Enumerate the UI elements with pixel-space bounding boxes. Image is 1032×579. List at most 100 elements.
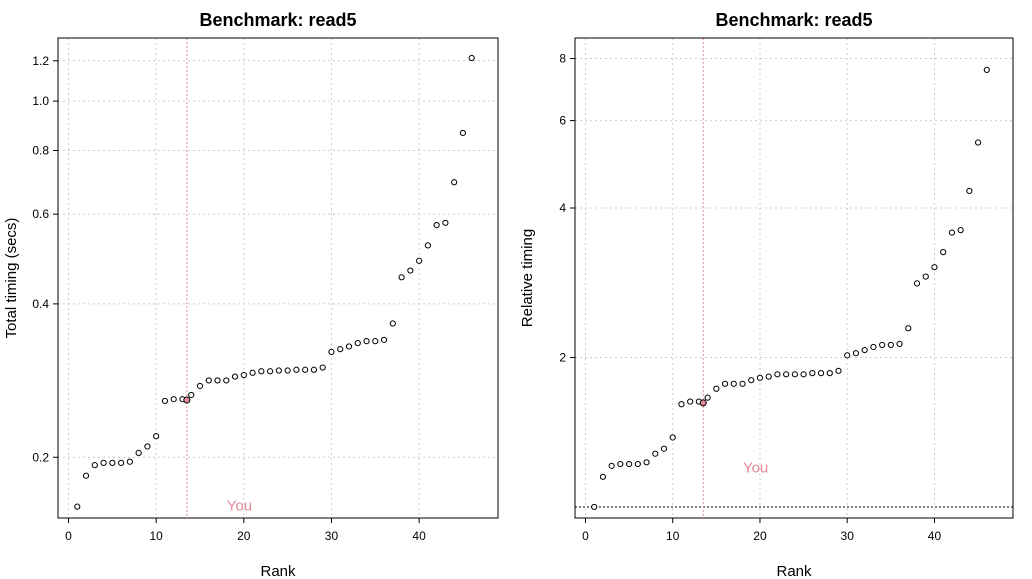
- data-point: [800, 371, 807, 378]
- data-point: [861, 346, 868, 354]
- data-point: [887, 341, 894, 349]
- data-point: [791, 371, 798, 378]
- x-axis-label: Rank: [260, 563, 296, 579]
- data-point: [205, 377, 212, 384]
- data-point: [643, 459, 650, 466]
- data-point: [940, 249, 947, 256]
- data-point: [249, 369, 256, 376]
- data-point: [756, 374, 764, 381]
- x-tick-label: 30: [325, 529, 339, 543]
- data-point: [599, 473, 607, 480]
- data-point: [380, 336, 388, 343]
- x-axis-label: Rank: [776, 563, 812, 579]
- data-point: [826, 370, 833, 377]
- data-point: [748, 377, 755, 384]
- x-tick-label: 20: [237, 529, 251, 543]
- data-point: [302, 366, 309, 373]
- data-point: [922, 273, 929, 280]
- x-tick-label: 10: [149, 529, 163, 543]
- data-point: [398, 274, 405, 281]
- data-point: [678, 401, 685, 408]
- data-point: [135, 449, 142, 456]
- data-point: [608, 462, 615, 469]
- y-tick-label: 8: [559, 52, 566, 66]
- x-tick-label: 0: [582, 529, 589, 543]
- x-tick-label: 40: [412, 529, 426, 543]
- data-point: [817, 370, 825, 377]
- panel-right: 0 10 20 30 40 2 4 6 8 You Benchmark: read5 Rank Rela…: [519, 10, 1014, 579]
- y-tick-label: 0.8: [32, 143, 49, 157]
- data-point: [170, 396, 177, 403]
- data-point: [660, 445, 668, 452]
- data-point: [931, 264, 938, 271]
- data-point: [870, 343, 877, 351]
- you-label: You: [743, 460, 768, 477]
- data-point: [126, 458, 133, 465]
- you-label: You: [227, 497, 252, 514]
- data-point: [634, 460, 641, 468]
- data-point: [214, 377, 221, 384]
- data-point: [319, 364, 326, 371]
- data-point: [948, 229, 956, 236]
- y-axis-label: Total timing (secs): [3, 218, 20, 339]
- data-point: [337, 346, 344, 353]
- data-point: [196, 382, 204, 390]
- data-point: [258, 368, 265, 375]
- plot-frame: [57, 37, 499, 519]
- data-point: [721, 380, 729, 387]
- data-point: [774, 371, 781, 378]
- data-point: [328, 348, 335, 355]
- data-point: [231, 373, 239, 380]
- data-point: [730, 380, 737, 387]
- data-point: [687, 398, 694, 405]
- y-tick-label: 1.0: [32, 94, 49, 108]
- data-point: [345, 343, 353, 350]
- data-point: [433, 222, 440, 229]
- you-point: [699, 399, 707, 407]
- data-point: [669, 434, 676, 441]
- data-point: [896, 340, 903, 347]
- y-tick-label: 6: [559, 114, 566, 128]
- data-point: [966, 187, 973, 195]
- data-point: [82, 472, 90, 479]
- data-point: [223, 377, 230, 384]
- y-axis-label: Relative timing: [519, 229, 536, 327]
- data-point: [153, 433, 160, 440]
- data-point: [293, 366, 300, 373]
- data-point: [354, 340, 361, 347]
- y-tick-label: 1.2: [32, 54, 49, 68]
- x-tick-label: 10: [666, 529, 680, 543]
- data-point: [109, 459, 116, 466]
- y-tick-label: 0.4: [32, 297, 49, 311]
- chart-title: Benchmark: read5: [199, 10, 356, 30]
- data-point: [809, 370, 816, 377]
- x-tick-label: 40: [928, 529, 942, 543]
- data-point: [983, 66, 990, 73]
- data-point: [275, 367, 282, 374]
- data-point: [267, 368, 274, 375]
- data-point: [765, 373, 772, 380]
- panel-left: 0 10 20 30 40 0.2 0.4 0.6 0.8 1.0 1.2 You Benchmark:…: [3, 10, 499, 579]
- data-point: [974, 139, 982, 146]
- data-point: [713, 385, 720, 392]
- x-tick-label: 0: [65, 529, 72, 543]
- plot-frame: [574, 37, 1014, 519]
- data-point: [118, 459, 125, 466]
- you-point: [183, 396, 191, 404]
- data-point: [416, 257, 423, 264]
- data-point: [835, 367, 842, 374]
- data-point: [957, 227, 964, 234]
- data-point: [468, 54, 475, 62]
- data-point: [188, 391, 195, 399]
- data-point: [363, 338, 370, 345]
- data-point: [144, 443, 151, 450]
- data-point: [913, 280, 921, 287]
- data-point: [591, 503, 598, 511]
- chart-title: Benchmark: read5: [715, 10, 872, 30]
- data-point: [704, 394, 711, 401]
- data-point: [451, 179, 458, 186]
- data-point: [652, 450, 659, 457]
- data-point: [442, 219, 449, 226]
- data-point: [407, 267, 414, 274]
